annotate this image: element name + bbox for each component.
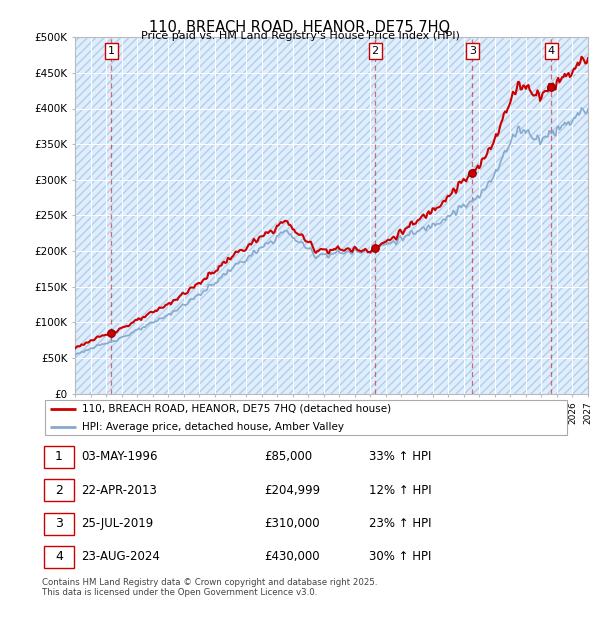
Text: 23% ↑ HPI: 23% ↑ HPI (370, 517, 432, 530)
Text: 1: 1 (108, 46, 115, 56)
Text: 03-MAY-1996: 03-MAY-1996 (82, 450, 158, 463)
Text: 3: 3 (469, 46, 476, 56)
Text: 4: 4 (55, 551, 63, 564)
Text: 3: 3 (55, 517, 63, 530)
Text: £85,000: £85,000 (264, 450, 312, 463)
Text: £204,999: £204,999 (264, 484, 320, 497)
FancyBboxPatch shape (44, 446, 74, 468)
Text: 12% ↑ HPI: 12% ↑ HPI (370, 484, 432, 497)
Text: 2: 2 (55, 484, 63, 497)
Text: 33% ↑ HPI: 33% ↑ HPI (370, 450, 432, 463)
Text: £310,000: £310,000 (264, 517, 319, 530)
Text: HPI: Average price, detached house, Amber Valley: HPI: Average price, detached house, Ambe… (82, 422, 344, 432)
FancyBboxPatch shape (44, 513, 74, 534)
Text: 2: 2 (371, 46, 379, 56)
Text: 110, BREACH ROAD, HEANOR, DE75 7HQ (detached house): 110, BREACH ROAD, HEANOR, DE75 7HQ (deta… (82, 404, 391, 414)
Text: 22-APR-2013: 22-APR-2013 (82, 484, 157, 497)
Text: Contains HM Land Registry data © Crown copyright and database right 2025.
This d: Contains HM Land Registry data © Crown c… (42, 578, 377, 597)
FancyBboxPatch shape (44, 479, 74, 501)
Text: 4: 4 (548, 46, 555, 56)
Text: 1: 1 (55, 450, 63, 463)
FancyBboxPatch shape (44, 400, 568, 435)
Text: £430,000: £430,000 (264, 551, 319, 564)
Text: 110, BREACH ROAD, HEANOR, DE75 7HQ: 110, BREACH ROAD, HEANOR, DE75 7HQ (149, 20, 451, 35)
Text: 30% ↑ HPI: 30% ↑ HPI (370, 551, 432, 564)
FancyBboxPatch shape (44, 546, 74, 568)
Text: 25-JUL-2019: 25-JUL-2019 (82, 517, 154, 530)
Text: 23-AUG-2024: 23-AUG-2024 (82, 551, 160, 564)
Text: Price paid vs. HM Land Registry's House Price Index (HPI): Price paid vs. HM Land Registry's House … (140, 31, 460, 41)
